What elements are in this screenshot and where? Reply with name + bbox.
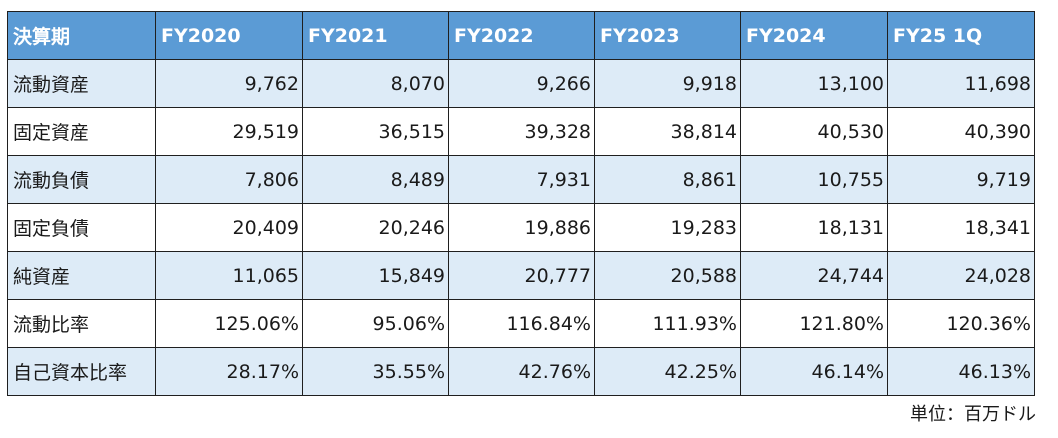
table-cell: 8,861 [594, 155, 741, 204]
table-cell: 39,328 [448, 107, 595, 156]
table-cell: 46.14% [740, 347, 888, 396]
row-label: 純資産 [7, 251, 156, 300]
table-cell: 20,588 [594, 251, 741, 300]
table-cell: 9,762 [155, 59, 303, 108]
table-cell: 20,246 [302, 203, 449, 252]
table-cell: 95.06% [302, 299, 449, 348]
table-cell: 24,744 [740, 251, 888, 300]
table-cell: 40,530 [740, 107, 888, 156]
table-row: 固定資産 29,519 36,515 39,328 38,814 40,530 … [7, 107, 1035, 156]
table-cell: 36,515 [302, 107, 449, 156]
table-cell: 7,931 [448, 155, 595, 204]
balance-sheet-table: 決算期 FY2020 FY2021 FY2022 FY2023 FY2024 F… [7, 11, 1035, 396]
table-cell: 20,409 [155, 203, 303, 252]
table-cell: 46.13% [887, 347, 1035, 396]
table-cell: 116.84% [448, 299, 595, 348]
row-label: 固定資産 [7, 107, 156, 156]
column-header-fy25-1q: FY25 1Q [887, 11, 1035, 60]
table-cell: 9,719 [887, 155, 1035, 204]
table-cell: 28.17% [155, 347, 303, 396]
table-cell: 38,814 [594, 107, 741, 156]
table-cell: 11,698 [887, 59, 1035, 108]
table-cell: 8,489 [302, 155, 449, 204]
table-cell: 120.36% [887, 299, 1035, 348]
table-cell: 13,100 [740, 59, 888, 108]
table-cell: 24,028 [887, 251, 1035, 300]
table-cell: 40,390 [887, 107, 1035, 156]
table-cell: 19,886 [448, 203, 595, 252]
table-cell: 8,070 [302, 59, 449, 108]
table-row: 純資産 11,065 15,849 20,777 20,588 24,744 2… [7, 251, 1035, 300]
table-cell: 20,777 [448, 251, 595, 300]
table-cell: 7,806 [155, 155, 303, 204]
unit-note: 単位：百万ドル [910, 404, 1036, 425]
table-cell: 19,283 [594, 203, 741, 252]
table-cell: 121.80% [740, 299, 888, 348]
header-row: 決算期 FY2020 FY2021 FY2022 FY2023 FY2024 F… [7, 11, 1035, 60]
table-cell: 29,519 [155, 107, 303, 156]
table-cell: 125.06% [155, 299, 303, 348]
table-cell: 42.25% [594, 347, 741, 396]
table-cell: 11,065 [155, 251, 303, 300]
column-header-fy2021: FY2021 [302, 11, 449, 60]
column-header-period: 決算期 [7, 11, 156, 60]
row-label: 流動負債 [7, 155, 156, 204]
column-header-fy2022: FY2022 [448, 11, 595, 60]
table-cell: 111.93% [594, 299, 741, 348]
table-row: 流動資産 9,762 8,070 9,266 9,918 13,100 11,6… [7, 59, 1035, 108]
table-cell: 10,755 [740, 155, 888, 204]
row-label: 自己資本比率 [7, 347, 156, 396]
table-cell: 9,918 [594, 59, 741, 108]
column-header-fy2023: FY2023 [594, 11, 741, 60]
table-row: 自己資本比率 28.17% 35.55% 42.76% 42.25% 46.14… [7, 347, 1035, 396]
table-cell: 18,341 [887, 203, 1035, 252]
column-header-fy2020: FY2020 [155, 11, 303, 60]
table-cell: 15,849 [302, 251, 449, 300]
row-label: 流動比率 [7, 299, 156, 348]
row-label: 流動資産 [7, 59, 156, 108]
table-cell: 42.76% [448, 347, 595, 396]
table-row: 流動比率 125.06% 95.06% 116.84% 111.93% 121.… [7, 299, 1035, 348]
table-cell: 9,266 [448, 59, 595, 108]
table-cell: 35.55% [302, 347, 449, 396]
table-row: 流動負債 7,806 8,489 7,931 8,861 10,755 9,71… [7, 155, 1035, 204]
table-cell: 18,131 [740, 203, 888, 252]
table-row: 固定負債 20,409 20,246 19,886 19,283 18,131 … [7, 203, 1035, 252]
row-label: 固定負債 [7, 203, 156, 252]
column-header-fy2024: FY2024 [740, 11, 888, 60]
